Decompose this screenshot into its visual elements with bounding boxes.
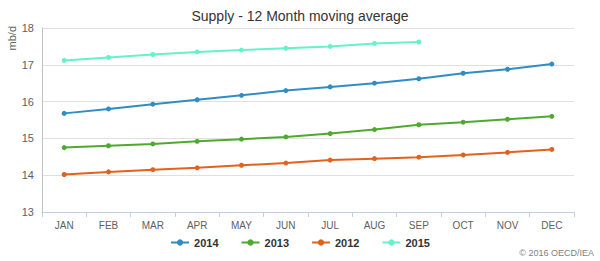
svg-text:13: 13 xyxy=(22,206,34,218)
svg-text:MAY: MAY xyxy=(231,220,252,231)
svg-text:2013: 2013 xyxy=(265,237,289,249)
svg-text:FEB: FEB xyxy=(99,220,119,231)
svg-text:APR: APR xyxy=(187,220,208,231)
svg-text:JAN: JAN xyxy=(55,220,74,231)
svg-text:17: 17 xyxy=(22,59,34,71)
svg-text:14: 14 xyxy=(22,169,34,181)
svg-text:JUL: JUL xyxy=(321,220,339,231)
svg-text:mb/d: mb/d xyxy=(6,26,18,50)
svg-text:SEP: SEP xyxy=(409,220,429,231)
svg-text:DEC: DEC xyxy=(541,220,562,231)
svg-text:MAR: MAR xyxy=(142,220,164,231)
svg-text:2015: 2015 xyxy=(405,237,429,249)
svg-text:2014: 2014 xyxy=(194,237,219,249)
svg-text:NOV: NOV xyxy=(497,220,519,231)
svg-text:JUN: JUN xyxy=(276,220,295,231)
svg-text:© 2016 OECD/IEA: © 2016 OECD/IEA xyxy=(519,248,594,258)
svg-text:16: 16 xyxy=(22,96,34,108)
svg-text:15: 15 xyxy=(22,132,34,144)
svg-text:OCT: OCT xyxy=(453,220,474,231)
svg-text:18: 18 xyxy=(22,22,34,34)
svg-text:AUG: AUG xyxy=(364,220,386,231)
svg-text:2012: 2012 xyxy=(335,237,359,249)
svg-text:Supply - 12 Month moving avera: Supply - 12 Month moving average xyxy=(191,8,408,24)
